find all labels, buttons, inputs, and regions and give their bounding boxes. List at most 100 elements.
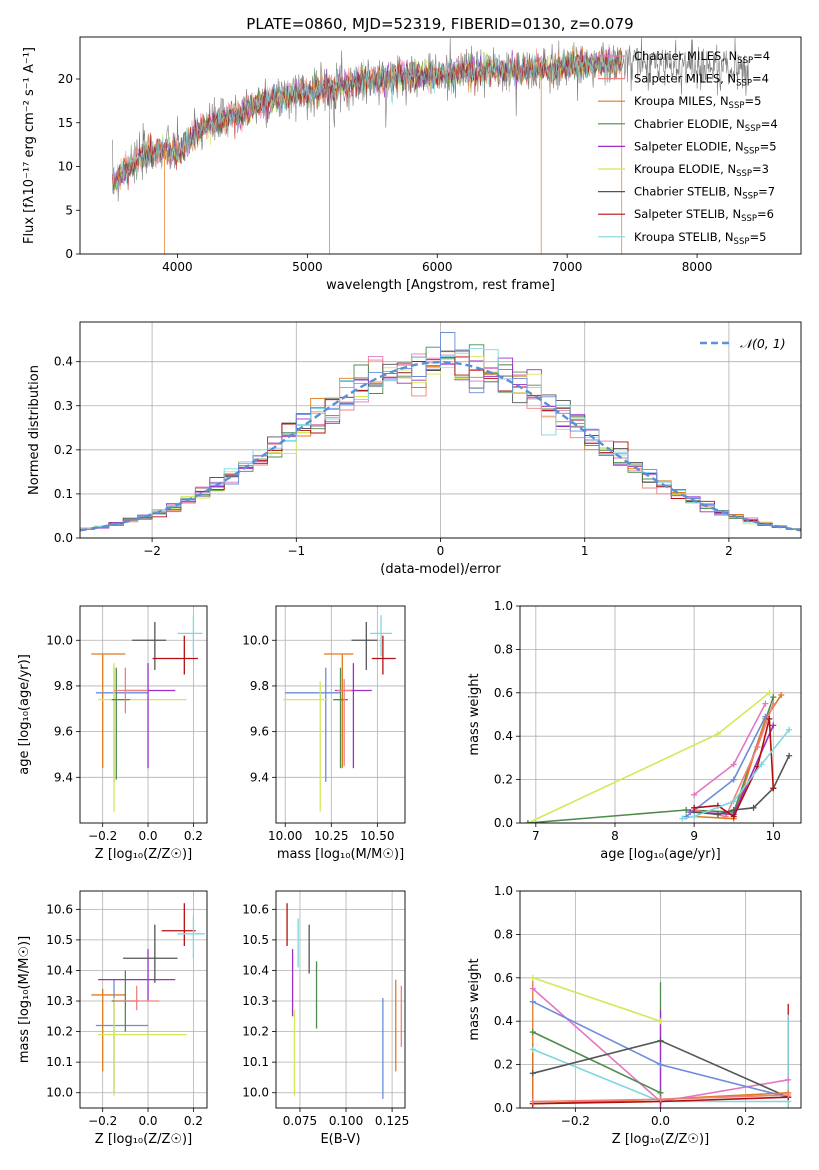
weight-series [694,694,782,820]
x-tick-label: −0.2 [88,829,117,843]
x-tick-label: 1 [581,544,589,558]
y-tick-label: 0.4 [494,729,513,743]
y-tick-label: 15 [58,116,73,130]
y-tick-label: 1.0 [494,599,513,613]
histograms [80,332,801,532]
legend-suffix: =7 [758,185,775,199]
x-tick-label: 0.2 [184,1114,203,1128]
model-spectrum [112,51,622,193]
weight-marker [770,700,777,707]
x-tick-label: −1 [287,544,305,558]
weight-marker [529,1098,536,1105]
weight-marker [529,1029,536,1036]
y-tick-label: 10.3 [46,994,73,1008]
weight-marker [786,726,793,733]
y-tick-label: 1.0 [494,884,513,898]
weight-marker [679,815,686,822]
legend-sub: SSP [736,169,752,179]
y-tick-label: 9.4 [54,770,73,784]
y-tick-label: 0.2 [494,1058,513,1072]
legend-sub: SSP [736,79,752,89]
axes-frame [79,36,802,255]
axes-frame [79,605,208,824]
legend-suffix: =6 [757,207,774,221]
y-tick-label: 0.3 [54,399,73,413]
x-tick-label: 8000 [682,260,713,274]
x-tick-label: −0.2 [88,1114,117,1128]
panel-residuals: −2 −1 0 1 2 0.0 0.1 0.2 0.3 0.4 (data-model)/error… [27,321,802,577]
x-tick-label: 5000 [292,260,323,274]
y-tick-label: 20 [58,72,73,86]
legend-suffix: =3 [752,162,769,176]
y-tick-label: 9.8 [250,679,269,693]
legend-entry: Salpeter MILES, NSSP=4 [634,72,769,89]
x-tick-label: 0.075 [283,1114,317,1128]
legend-entry: Salpeter ELODIE, NSSP=5 [634,139,777,156]
x-axis-label: Z [log₁₀(Z/Z☉)] [95,1132,192,1147]
weight-marker [785,1091,792,1098]
weight-marker [730,776,737,783]
y-tick-label: 10.4 [46,963,73,977]
x-tick-label: 0.2 [736,1114,755,1128]
legend-suffix: =5 [760,139,777,153]
axes-frame [275,605,406,824]
y-tick-label: 10.0 [46,1086,73,1100]
y-axis-label: Flux [fλ10⁻¹⁷ erg cm⁻² s⁻¹ A⁻¹] [22,47,37,244]
legend-label: Salpeter STELIB, N [634,207,741,221]
legend-suffix: =5 [744,94,761,108]
x-tick-label: −2 [143,544,161,558]
weight-series [694,755,790,816]
x-axis-label: E(B-V) [320,1132,360,1147]
errorbars [91,903,205,1096]
weight-marker [786,752,793,759]
x-tick-label: 8 [611,829,619,843]
x-tick-label: 0.100 [329,1114,363,1128]
legend-sub: SSP [734,237,750,247]
spectrum-lines [112,37,750,254]
x-tick-label: 0.0 [138,829,157,843]
y-tick-label: 0.8 [494,927,513,941]
y-tick-label: 10.6 [242,902,269,916]
legend-suffix: =4 [761,117,778,131]
y-tick-label: 0.4 [494,1014,513,1028]
x-tick-label: 10 [766,829,781,843]
y-tick-label: 0.0 [494,1101,513,1115]
legend-suffix: =5 [749,230,766,244]
x-axis-label: Z [log₁₀(Z/Z☉)] [95,847,192,862]
weight-lines [524,689,793,823]
y-tick-label: 10.1 [242,1055,269,1069]
axes-frame [519,890,802,1109]
weight-series [532,1031,661,1094]
y-tick-label: 0.2 [494,773,513,787]
x-tick-label: 2 [725,544,733,558]
figure-title: PLATE=0860, MJD=52319, FIBERID=0130, z=0… [246,15,633,33]
weight-marker [766,715,773,722]
y-tick-label: 0.0 [54,531,73,545]
x-tick-label: 9 [690,829,698,843]
legend-suffix: =4 [753,49,770,63]
weight-marker [529,974,536,981]
y-tick-label: 9.4 [250,770,269,784]
weight-marker [770,722,777,729]
panel-spectrum: 4000 5000 6000 7000 8000 0 5 10 15 20 wavelength [… [22,36,802,293]
weight-marker [758,761,765,768]
legend-entry: Salpeter STELIB, NSSP=6 [634,207,774,224]
x-axis-label: mass [log₁₀(M/M☉)] [277,847,404,862]
legend-sub: SSP [741,214,757,224]
weight-marker [529,1070,536,1077]
y-tick-label: 0.0 [494,816,513,830]
legend-entry: Kroupa STELIB, NSSP=5 [634,230,766,247]
y-tick-label: 10.3 [242,994,269,1008]
legend-entry: Kroupa ELODIE, NSSP=3 [634,162,769,179]
errorbars [286,903,402,1099]
axes-frame [79,890,208,1109]
y-tick-label: 0.2 [54,443,73,457]
x-tick-label: −0.2 [561,1114,590,1128]
weight-marker [657,1089,664,1096]
y-tick-label: 10.2 [242,1025,269,1039]
weight-marker [657,1018,664,1025]
panel-mass-vs-Z: −0.2 0.0 0.2 10.0 10.1 10.2 10.3 10.4 10.5 10.6 Z … [17,890,208,1147]
x-tick-label: 10.25 [314,829,348,843]
y-tick-label: 10.4 [242,963,269,977]
x-tick-label: 0.125 [375,1114,409,1128]
